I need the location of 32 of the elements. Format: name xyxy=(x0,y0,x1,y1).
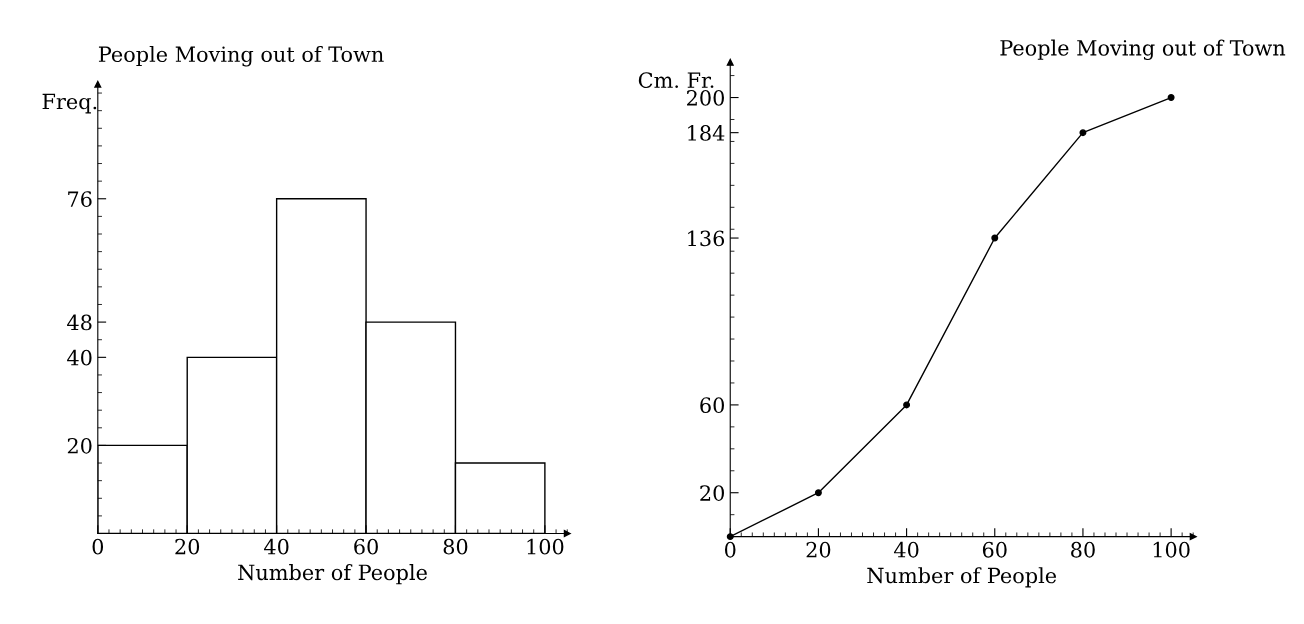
x-tick-label: 40 xyxy=(893,541,919,558)
x-tick-label: 60 xyxy=(354,538,378,555)
x-tick-label: 20 xyxy=(806,541,831,558)
y-tick-label: 184 xyxy=(688,125,725,141)
y-tick-label: 40 xyxy=(67,349,92,366)
point xyxy=(814,489,822,497)
point xyxy=(1079,129,1087,137)
x-tick-label: 80 xyxy=(443,538,468,555)
y-tick-label: 76 xyxy=(68,191,92,207)
x-tick-label: 100 xyxy=(527,538,564,555)
y-tick-label: 20 xyxy=(67,437,92,454)
x-axis-title: Number of People xyxy=(238,564,427,585)
y-axis-title: Cm. Fr. xyxy=(638,72,714,89)
chart-title: People Moving out of Town xyxy=(98,45,384,67)
x-tick-label: 0 xyxy=(724,541,736,558)
x-tick-label: 0 xyxy=(92,538,104,555)
point xyxy=(1167,94,1175,102)
x-tick-label: 60 xyxy=(982,541,1007,558)
y-tick-label: 48 xyxy=(67,314,92,331)
y-tick-label: 60 xyxy=(700,397,724,414)
y-tick-label: 200 xyxy=(687,89,724,106)
chart-title: People Moving out of Town xyxy=(1000,39,1286,61)
point xyxy=(903,401,911,409)
x-tick-label: 20 xyxy=(175,538,200,555)
x-axis-title: Number of People xyxy=(867,567,1057,588)
point xyxy=(991,234,999,242)
x-tick-label: 100 xyxy=(1153,541,1190,558)
y-tick-label: 136 xyxy=(688,230,725,247)
x-tick-label: 80 xyxy=(1071,541,1095,558)
y-tick-label: 20 xyxy=(700,485,724,501)
y-axis-title: Freq. xyxy=(42,93,97,114)
x-tick-label: 40 xyxy=(264,538,289,555)
